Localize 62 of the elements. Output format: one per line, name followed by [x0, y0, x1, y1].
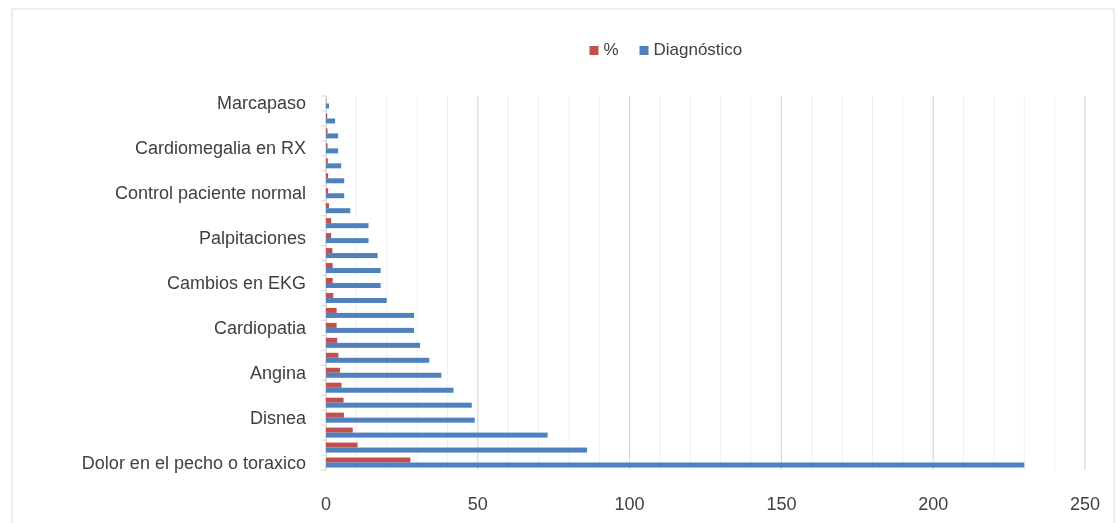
- bar: [326, 263, 333, 269]
- bar: [326, 412, 344, 418]
- bar: [326, 233, 332, 239]
- bar: [326, 402, 472, 408]
- bar: [326, 462, 1025, 468]
- bar: [326, 352, 339, 358]
- bar: [326, 442, 358, 448]
- x-tick-label: 50: [467, 494, 488, 514]
- bar: [326, 148, 339, 154]
- bar: [326, 337, 338, 343]
- y-tick-label: Marcapaso: [216, 93, 306, 114]
- bar: [326, 367, 340, 373]
- bar: [326, 208, 351, 214]
- y-tick-label: Cardiopatia: [213, 317, 307, 338]
- y-tick-label: Angina: [249, 362, 307, 383]
- bar: [326, 387, 454, 393]
- bar: [326, 278, 333, 283]
- y-tick-label: Dolor en el pecho o toraxico: [81, 452, 306, 473]
- x-tick-label: 0: [320, 494, 332, 514]
- bar: [326, 118, 336, 124]
- bar: [326, 417, 475, 423]
- y-tick-label: Cambios en EKG: [166, 273, 306, 293]
- y-tick-label: Disnea: [249, 407, 307, 428]
- bar: [326, 238, 369, 244]
- bar: [326, 163, 342, 169]
- bar: [326, 312, 415, 318]
- bar: [326, 248, 333, 254]
- bar: [326, 268, 381, 274]
- bar: [326, 342, 421, 348]
- bar: [326, 327, 415, 333]
- bar: [326, 203, 330, 209]
- bar: [326, 103, 330, 109]
- bar: [326, 188, 329, 194]
- bar: [326, 178, 345, 184]
- y-tick-label: Control paciente normal: [114, 183, 306, 204]
- bar: [326, 457, 411, 463]
- y-tick-label: Cardiomegalia en RX: [134, 138, 306, 159]
- bar: [326, 397, 344, 403]
- bar: [326, 372, 442, 378]
- y-tick-label: Palpitaciones: [198, 228, 306, 249]
- bar: [326, 283, 381, 288]
- bar: [326, 133, 339, 139]
- bar: [326, 447, 588, 453]
- bar: [326, 427, 353, 433]
- x-tick-label: 150: [766, 494, 797, 514]
- bar: [326, 432, 548, 438]
- bar: [326, 297, 387, 303]
- bar: [326, 173, 329, 179]
- bar: [326, 223, 369, 229]
- x-tick-label: 250: [1069, 494, 1101, 514]
- x-tick-label: 200: [918, 494, 949, 514]
- bar: [326, 253, 378, 259]
- bar: [326, 193, 345, 199]
- legend-label: %: [603, 40, 619, 59]
- bar: [326, 322, 337, 328]
- x-tick-label: 100: [614, 494, 645, 514]
- bar: [326, 218, 332, 224]
- bar: [326, 307, 337, 313]
- bar: [326, 292, 334, 298]
- legend-label: Diagnóstico: [653, 40, 743, 59]
- bar: [326, 357, 430, 363]
- bar: [326, 382, 342, 388]
